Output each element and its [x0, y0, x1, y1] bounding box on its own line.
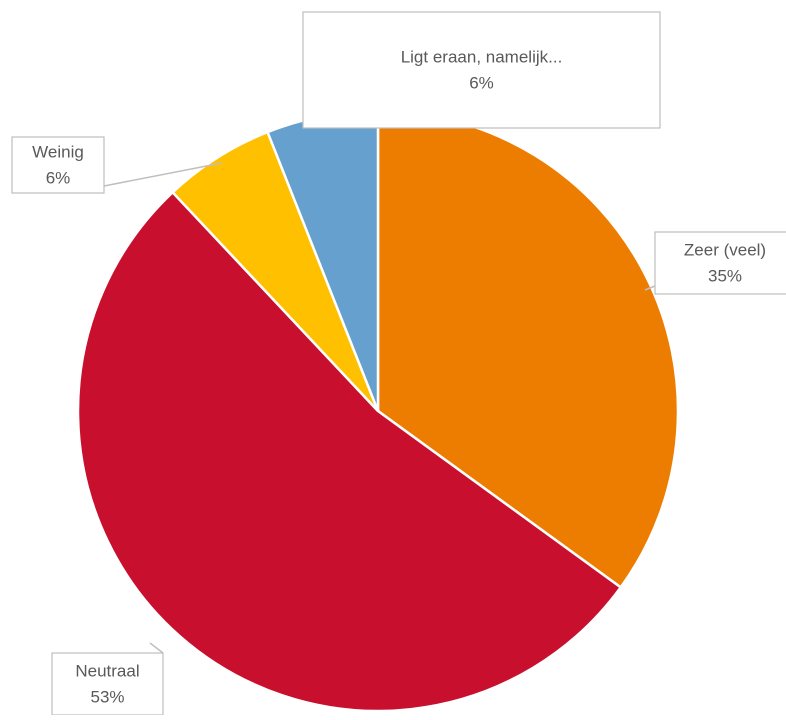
- data-label-value: 53%: [90, 687, 124, 706]
- label-box: [302, 11, 661, 129]
- leader-line: [644, 285, 656, 291]
- pie-slice: [76, 190, 623, 713]
- data-label-category: Weinig: [32, 142, 84, 161]
- data-label-category: Neutraal: [75, 661, 139, 680]
- data-label-value: 6%: [469, 73, 494, 92]
- leader-line: [149, 642, 164, 654]
- leader-line: [103, 162, 223, 187]
- label-box: [51, 652, 164, 716]
- data-label-category: Zeer (veel): [684, 240, 766, 259]
- label-box: [654, 231, 786, 295]
- data-label-category: Ligt eraan, namelijk...: [401, 47, 563, 66]
- data-label-value: 35%: [708, 266, 742, 285]
- data-label-value: 6%: [46, 168, 71, 187]
- label-box: [11, 136, 105, 194]
